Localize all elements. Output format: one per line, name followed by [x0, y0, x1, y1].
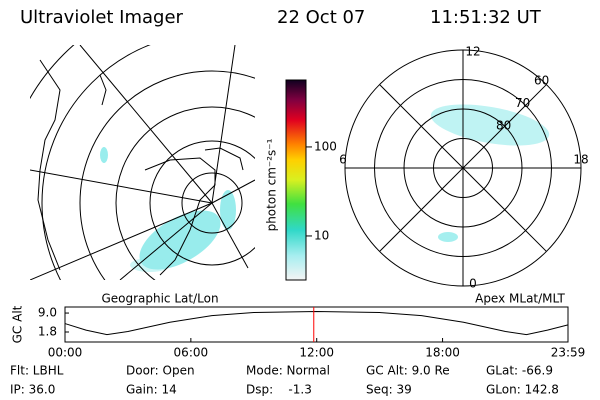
- mlt-line: [379, 167, 464, 252]
- y-tick-label: 9.0: [38, 306, 57, 320]
- x-tick-label: 23:59: [551, 346, 586, 360]
- colorbar-tick-label: 10: [314, 228, 329, 242]
- colorbar: [285, 79, 307, 281]
- x-tick-label: 06:00: [174, 346, 209, 360]
- instrument: Ultraviolet Imager: [20, 7, 184, 28]
- polar-grid: [344, 49, 582, 287]
- status-field: Mode: Normal: [246, 364, 330, 378]
- altitude-line: [64, 310, 569, 336]
- status-field: Dsp: -1.3: [246, 383, 312, 397]
- polar-map: [430, 104, 550, 242]
- status-field: Door: Open: [126, 364, 195, 378]
- y-axis-label: GC Alt: [11, 305, 25, 343]
- time: 11:51:32 UT: [430, 7, 542, 28]
- y-tick-label: 1.8: [38, 325, 57, 339]
- geo-map: [30, 45, 255, 280]
- status-field: Seq: 39: [366, 383, 412, 397]
- mlat-label: 60: [534, 74, 549, 88]
- mlt-label: 6: [339, 153, 347, 167]
- polar-label: Apex MLat/MLT: [475, 292, 565, 306]
- status-field: GC Alt: 9.0 Re: [366, 364, 450, 378]
- mlt-label: 18: [573, 153, 588, 167]
- mlt-label: 12: [465, 45, 480, 59]
- mlt-line: [462, 167, 547, 252]
- status-field: GLat: -66.9: [486, 364, 553, 378]
- mlt-line: [379, 84, 464, 169]
- date: 22 Oct 07: [277, 7, 365, 28]
- status-field: Flt: LBHL: [10, 364, 64, 378]
- geo-label: Geographic Lat/Lon: [101, 292, 218, 306]
- mlat-label: 70: [515, 96, 530, 110]
- colorbar-label: photon cm⁻²s⁻¹: [265, 138, 279, 231]
- mlat-label: 80: [496, 119, 511, 133]
- x-tick-label: 18:00: [425, 346, 460, 360]
- x-tick-label: 12:00: [299, 346, 334, 360]
- x-tick-label: 00:00: [48, 346, 83, 360]
- status-field: IP: 36.0: [10, 383, 55, 397]
- colorbar-tick-label: 100: [314, 139, 337, 153]
- status-field: Gain: 14: [126, 383, 177, 397]
- mlt-line: [462, 84, 547, 169]
- mlt-label: 0: [469, 277, 477, 291]
- status-field: GLon: 142.8: [486, 383, 559, 397]
- plot-frame: [64, 306, 569, 343]
